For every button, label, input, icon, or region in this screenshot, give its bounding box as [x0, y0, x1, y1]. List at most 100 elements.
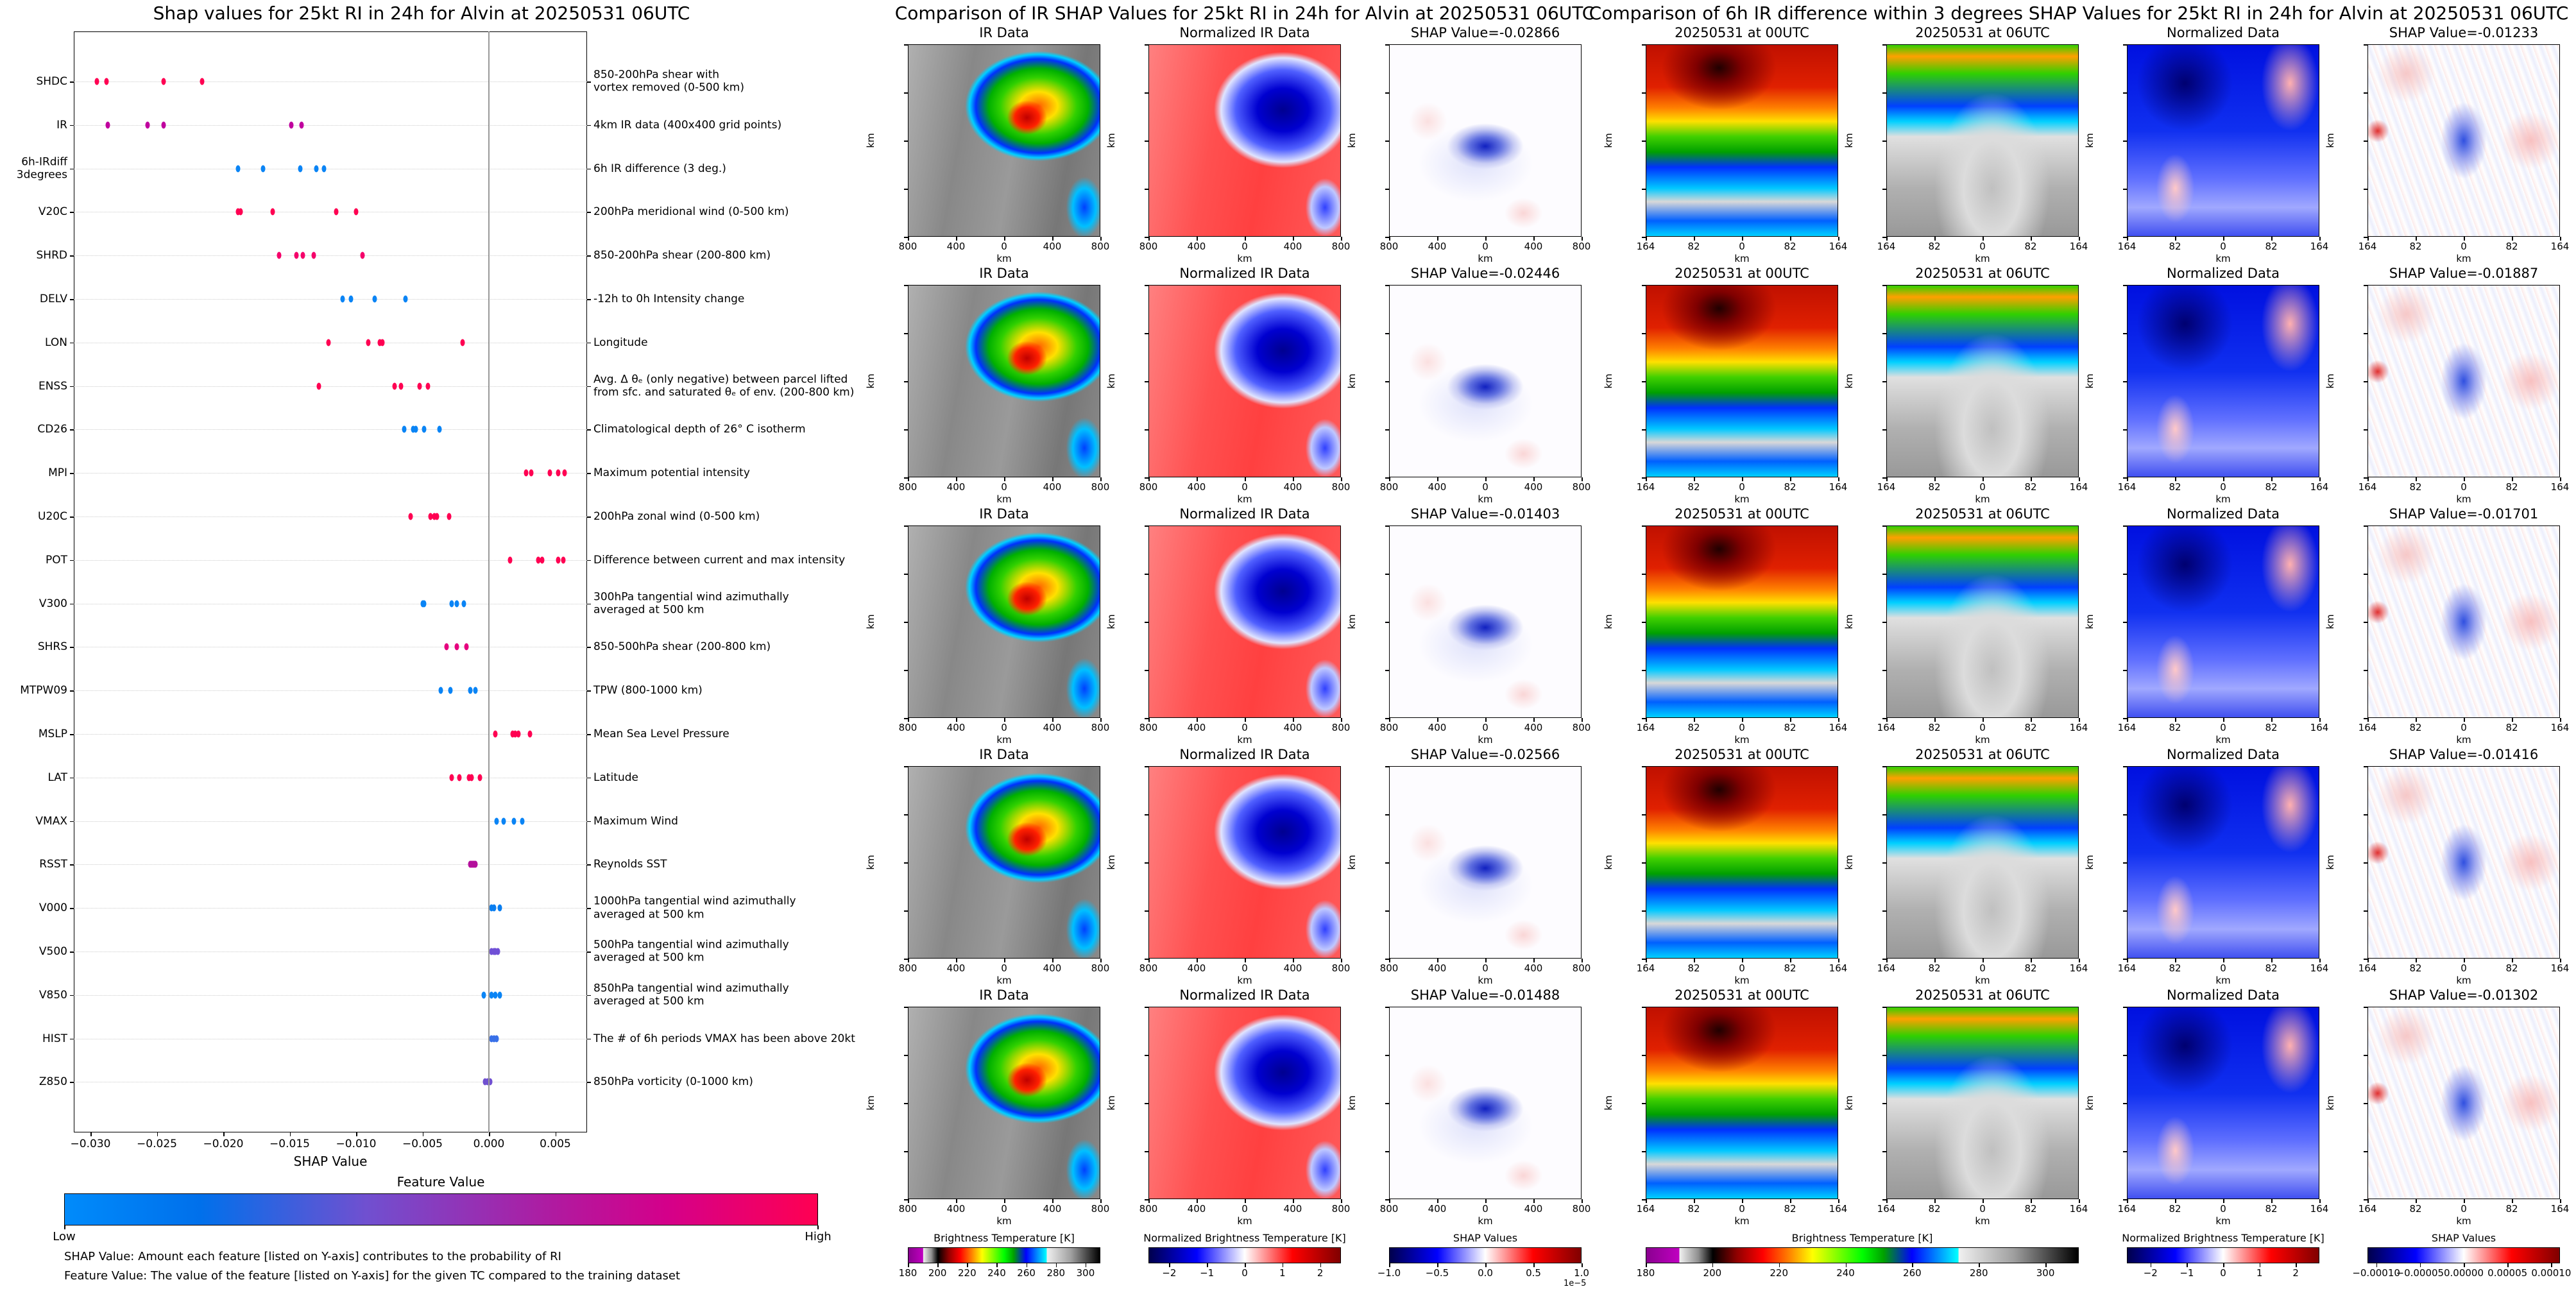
- x-tick: [1100, 959, 1102, 962]
- shap-point: [473, 687, 478, 694]
- y-tick: [2364, 862, 2367, 864]
- y-tick: [70, 255, 74, 257]
- y-tick: [904, 574, 908, 575]
- y-tick: [904, 1151, 908, 1152]
- feature-label: LAT: [47, 771, 67, 784]
- x-tick: [956, 477, 957, 481]
- x-tick-label: 82: [2409, 1203, 2422, 1215]
- x-tick-label: 82: [1687, 241, 1700, 252]
- feature-description: 1000hPa tangential wind azimuthally aver…: [593, 894, 796, 921]
- x-tick: [1389, 477, 1390, 481]
- heatmap-panel-t00: [1646, 44, 1838, 237]
- x-tick: [1582, 477, 1583, 481]
- x-tick-label: 82: [2505, 962, 2518, 974]
- x-tick-label: 82: [2409, 962, 2422, 974]
- x-tick-label: 0: [1739, 722, 1745, 733]
- x-tick: [1052, 1199, 1053, 1203]
- shap-point: [556, 556, 561, 564]
- x-tick: [2512, 1199, 2513, 1203]
- y-tick: [1882, 718, 1886, 719]
- y-axis-label: km: [1843, 614, 1855, 629]
- y-tick-right: [587, 994, 591, 996]
- x-tick-label: 82: [2505, 722, 2518, 733]
- y-tick: [904, 1199, 908, 1200]
- heatmap-panel-nd: [2127, 766, 2319, 959]
- x-tick-label: 82: [1784, 962, 1796, 974]
- y-tick-right: [587, 473, 591, 474]
- x-tick: [908, 1199, 909, 1203]
- x-tick: [2223, 477, 2224, 481]
- y-tick: [2364, 477, 2367, 479]
- y-tick: [2123, 477, 2127, 479]
- x-tick: [1389, 959, 1390, 962]
- y-tick: [2364, 1199, 2367, 1200]
- x-tick: [2512, 959, 2513, 962]
- colorbar-tick: [2045, 1263, 2047, 1267]
- x-tick: [2416, 477, 2417, 481]
- x-axis-label: km: [1478, 1215, 1493, 1227]
- y-tick: [1385, 1007, 1389, 1008]
- shap-point: [497, 991, 502, 999]
- x-tick: [1004, 237, 1005, 241]
- heatmap-panel-nir: [1148, 44, 1341, 237]
- x-axis-label: SHAP Value: [293, 1154, 368, 1169]
- panel-title: IR Data: [979, 747, 1029, 762]
- x-tick: [1485, 237, 1487, 241]
- y-tick: [1385, 189, 1389, 190]
- colorbar-tick-label: 280: [1969, 1267, 1988, 1279]
- x-tick-label: 800: [1379, 481, 1399, 493]
- feature-label: RSST: [39, 858, 67, 871]
- row-gridline: [74, 255, 587, 257]
- x-tick: [1646, 959, 1647, 962]
- x-tick: [1886, 237, 1888, 241]
- x-tick-label: 400: [946, 962, 966, 974]
- x-tick: [2319, 959, 2321, 962]
- x-tick-label: 800: [1091, 962, 1110, 974]
- y-tick: [2123, 333, 2127, 334]
- y-tick: [1642, 814, 1646, 815]
- y-tick: [70, 212, 74, 213]
- colorbar-tick: [2464, 1263, 2465, 1267]
- x-tick-label: 82: [2265, 481, 2278, 493]
- colorbar-tick: [2259, 1263, 2261, 1267]
- y-tick-right: [587, 255, 591, 257]
- x-tick: [1790, 477, 1791, 481]
- x-tick: [223, 1132, 225, 1136]
- x-axis-label: km: [1975, 734, 1990, 746]
- y-tick-right: [587, 299, 591, 300]
- x-tick-label: 82: [1928, 481, 1941, 493]
- y-tick: [1882, 429, 1886, 431]
- shap-point: [454, 643, 459, 651]
- y-tick: [1145, 381, 1148, 382]
- shap-point: [402, 425, 407, 433]
- panel-title: 20250531 at 00UTC: [1675, 506, 1809, 522]
- x-tick-label: 400: [1043, 722, 1062, 733]
- feature-value-colorbar: [64, 1193, 818, 1225]
- y-tick: [1145, 1007, 1148, 1008]
- group-title: Comparison of IR SHAP Values for 25kt RI…: [894, 3, 1595, 24]
- x-tick-label: 82: [2409, 722, 2422, 733]
- y-tick: [1882, 1199, 1886, 1200]
- x-tick-label: 400: [1524, 962, 1543, 974]
- x-tick-label: 400: [1283, 481, 1302, 493]
- y-tick: [70, 342, 74, 344]
- y-tick: [70, 647, 74, 648]
- x-tick-label: 0: [1241, 241, 1248, 252]
- y-tick: [1882, 1151, 1886, 1152]
- x-tick-label: 400: [1187, 1203, 1206, 1215]
- x-axis-label: km: [2215, 734, 2231, 746]
- shap-point: [94, 78, 99, 85]
- feature-label: V300: [38, 597, 67, 610]
- x-tick: [1694, 718, 1695, 722]
- x-tick: [1389, 718, 1390, 722]
- x-tick-label: 164: [1877, 241, 1896, 252]
- x-tick: [1245, 237, 1246, 241]
- x-tick: [1485, 718, 1487, 722]
- x-tick-label: 0: [1739, 962, 1745, 974]
- x-tick: [1790, 1199, 1791, 1203]
- y-tick: [70, 603, 74, 605]
- shap-point: [561, 556, 566, 564]
- y-axis-label: km: [1105, 373, 1117, 389]
- colorbar-tick: [2187, 1263, 2188, 1267]
- x-tick: [422, 1132, 423, 1136]
